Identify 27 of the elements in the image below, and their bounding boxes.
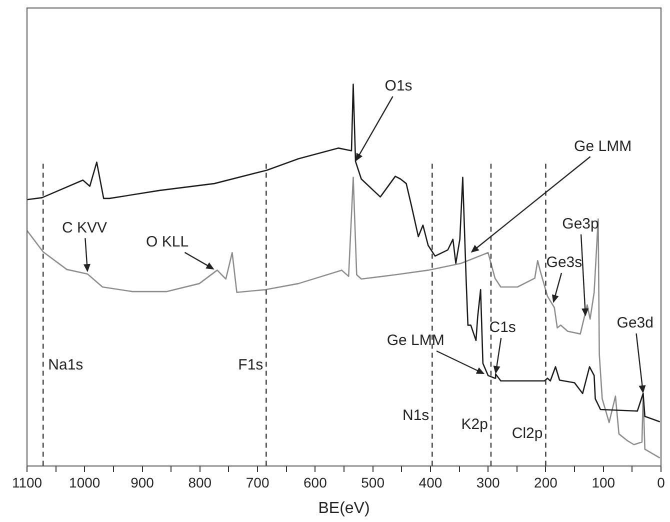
x-tick-label: 1100	[12, 474, 42, 490]
x-tick-label: 100	[592, 474, 616, 490]
x-tick-label: 1000	[69, 474, 100, 490]
x-tick-label: 200	[534, 474, 558, 490]
annotation: O KLL	[146, 234, 189, 251]
annotation: Ge3s	[546, 254, 582, 272]
annotation: Ge3p	[562, 216, 599, 233]
annotation: Ge LMM	[574, 138, 632, 155]
x-tick-label: 400	[418, 474, 442, 490]
ref-line-label: N1s	[402, 406, 430, 424]
x-tick-label: 500	[361, 474, 385, 490]
ref-line-label: K2p	[461, 416, 488, 433]
annotation: C KVV	[62, 219, 108, 236]
x-axis-title: BE(eV)	[318, 500, 370, 517]
annotation: Ge3d	[616, 314, 654, 332]
annotation: Ge LMM	[386, 332, 444, 350]
ref-line-label: Cl2p	[512, 425, 543, 442]
x-tick-label: 0	[657, 474, 666, 490]
annotation: C1s	[489, 319, 516, 336]
x-tick-label: 900	[130, 474, 154, 490]
x-tick-label: 600	[304, 474, 328, 490]
annotation: O1s	[384, 78, 412, 95]
ref-line-label: Na1s	[48, 356, 84, 374]
x-tick-label: 700	[246, 474, 270, 490]
x-tick-label: 300	[476, 474, 500, 490]
ref-line-label: F1s	[238, 356, 264, 374]
x-tick-label: 800	[188, 474, 212, 490]
